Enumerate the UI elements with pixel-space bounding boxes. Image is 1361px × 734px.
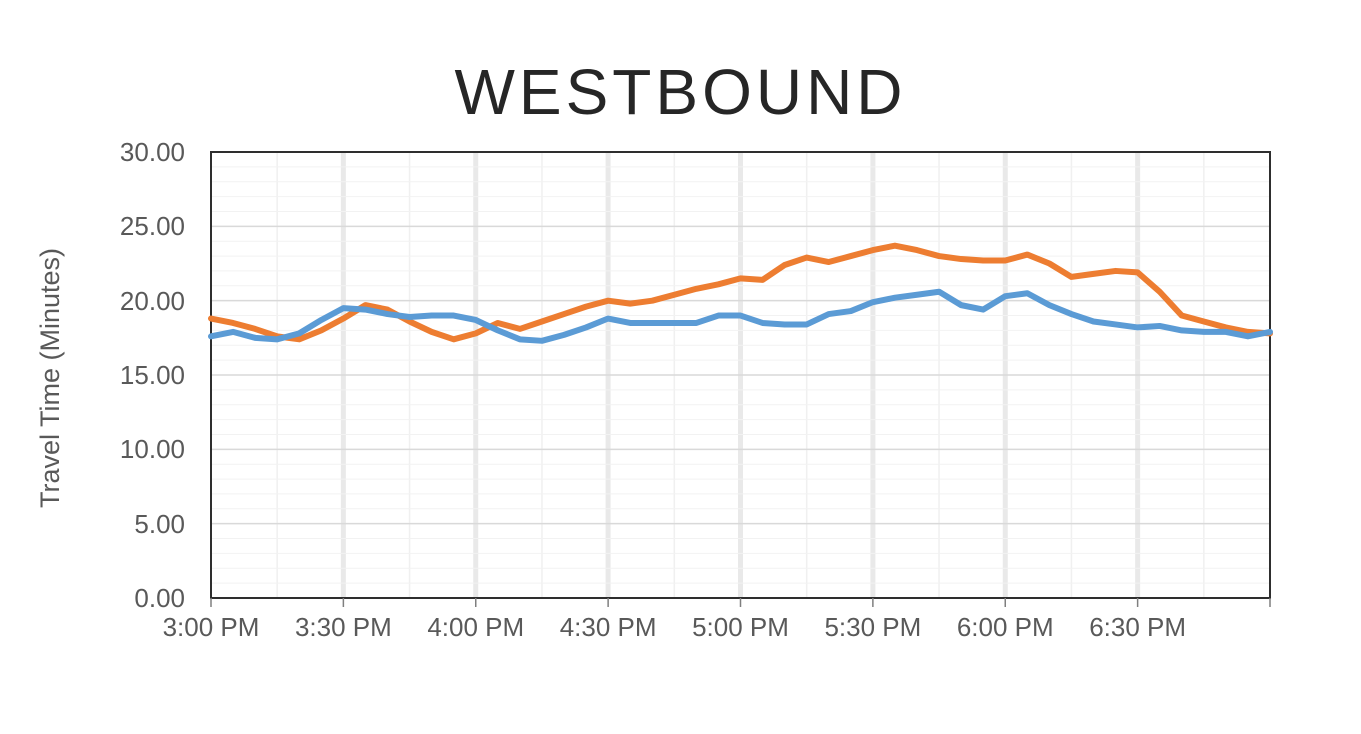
y-tick-label: 30.00 bbox=[119, 137, 185, 167]
x-tick-label: 3:30 PM bbox=[294, 612, 392, 642]
chart-title: WESTBOUND bbox=[454, 56, 907, 128]
blue-series-line bbox=[208, 288, 1273, 344]
x-tick-label: 4:30 PM bbox=[559, 612, 657, 642]
x-tick-label: 4:00 PM bbox=[427, 612, 525, 642]
x-tick-label: 5:00 PM bbox=[692, 612, 789, 642]
y-tick-label: 20.00 bbox=[119, 285, 185, 316]
y-tick-label: 5.00 bbox=[134, 508, 185, 539]
x-tick-label: 6:30 PM bbox=[1089, 612, 1187, 642]
x-tick-label: 6:00 PM bbox=[956, 612, 1054, 642]
y-tick-label: 10.00 bbox=[119, 434, 185, 465]
y-axis-title: Travel Time (Minutes) bbox=[35, 247, 65, 509]
y-tick-label: 25.00 bbox=[119, 211, 185, 242]
y-tick-label: 0.00 bbox=[134, 583, 185, 613]
x-tick-label: 5:30 PM bbox=[824, 612, 922, 642]
orange-series-line bbox=[208, 242, 1273, 343]
x-tick-label: 3:00 PM bbox=[162, 612, 260, 642]
y-tick-label: 15.00 bbox=[119, 360, 185, 390]
